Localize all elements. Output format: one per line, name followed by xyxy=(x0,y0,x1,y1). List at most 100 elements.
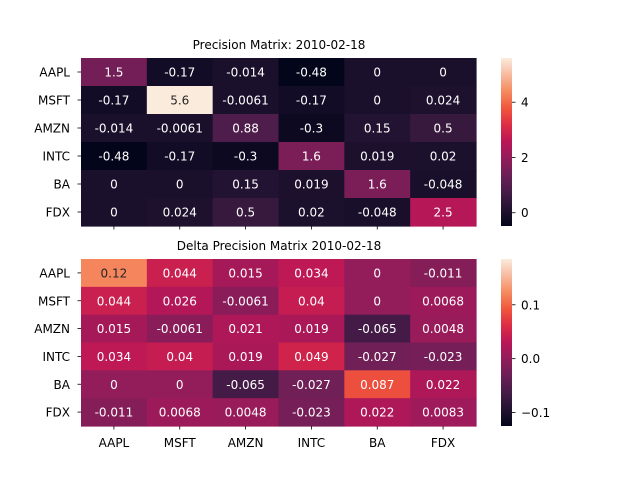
cell-INTC-INTC xyxy=(278,142,345,171)
cell-value-FDX-MSFT: 0.0068 xyxy=(159,406,201,420)
cell-FDX-INTC xyxy=(278,198,345,227)
cell-AAPL-INTC xyxy=(278,259,345,288)
cell-AAPL-AAPL xyxy=(81,259,148,288)
cell-value-AMZN-FDX: 0.5 xyxy=(434,122,453,136)
cell-FDX-FDX xyxy=(410,398,477,427)
cell-MSFT-AAPL xyxy=(81,286,148,316)
top-heatmap-column-labels xyxy=(113,226,444,230)
cell-AMZN-INTC xyxy=(278,314,345,344)
cell-AMZN-INTC xyxy=(278,114,345,143)
column-label-AMZN: AMZN xyxy=(228,436,264,450)
cell-INTC-FDX xyxy=(410,342,477,371)
cell-BA-INTC xyxy=(278,370,345,399)
colorbar-tick-label: 4 xyxy=(521,96,529,110)
cell-value-FDX-INTC: -0.023 xyxy=(292,406,331,420)
cell-AMZN-AMZN xyxy=(212,114,280,143)
cell-value-BA-MSFT: 0 xyxy=(176,178,184,192)
bottom-heatmap-title: Delta Precision Matrix 2010-02-18 xyxy=(177,239,382,253)
cell-BA-AMZN xyxy=(212,370,280,399)
cell-value-BA-AAPL: 0 xyxy=(110,378,118,392)
cell-value-MSFT-AAPL: -0.17 xyxy=(98,94,129,108)
cell-MSFT-BA xyxy=(344,86,411,115)
row-label-BA: BA xyxy=(54,378,71,392)
cell-AAPL-AMZN xyxy=(212,259,280,288)
row-label-INTC: INTC xyxy=(42,350,70,364)
bottom-heatmap-cells: 0.12 0.044 0.015 0.034 0 -0.011 0.044 0.026 -0.0… xyxy=(81,259,477,427)
colorbar-tick-label: 0.1 xyxy=(521,298,540,312)
cell-value-AAPL-AAPL: 0.12 xyxy=(101,266,128,280)
cell-AMZN-AAPL xyxy=(81,314,148,344)
cell-BA-MSFT xyxy=(146,370,214,399)
cell-AMZN-BA xyxy=(344,114,411,143)
cell-BA-AMZN xyxy=(212,170,280,199)
cell-FDX-BA xyxy=(344,398,411,427)
cell-value-AAPL-AMZN: -0.014 xyxy=(226,66,265,80)
cell-AMZN-BA xyxy=(344,314,411,344)
cell-value-FDX-INTC: 0.02 xyxy=(298,206,325,220)
cell-MSFT-FDX xyxy=(410,286,477,316)
cell-INTC-INTC xyxy=(278,342,345,371)
top-colorbar-gradient xyxy=(501,58,512,226)
row-label-AMZN: AMZN xyxy=(34,122,70,136)
cell-FDX-MSFT xyxy=(146,198,214,227)
cell-value-AAPL-MSFT: -0.17 xyxy=(164,66,195,80)
cell-value-FDX-BA: 0.022 xyxy=(360,406,394,420)
cell-value-MSFT-MSFT: 0.026 xyxy=(163,294,197,308)
cell-BA-MSFT xyxy=(146,170,214,199)
cell-value-INTC-MSFT: 0.04 xyxy=(166,350,193,364)
cell-value-MSFT-FDX: 0.0068 xyxy=(422,294,464,308)
cell-FDX-AAPL xyxy=(81,398,148,427)
cell-value-BA-AAPL: 0 xyxy=(110,178,118,192)
cell-value-BA-BA: 0.087 xyxy=(360,378,394,392)
cell-MSFT-INTC xyxy=(278,86,345,115)
cell-value-INTC-MSFT: -0.17 xyxy=(164,150,195,164)
cell-value-AAPL-MSFT: 0.044 xyxy=(163,266,197,280)
cell-MSFT-AAPL xyxy=(81,86,148,115)
cell-value-BA-AMZN: 0.15 xyxy=(232,178,259,192)
cell-BA-BA xyxy=(344,370,411,399)
cell-value-AAPL-BA: 0 xyxy=(373,66,381,80)
cell-AAPL-AMZN xyxy=(212,58,280,87)
cell-value-MSFT-INTC: -0.17 xyxy=(296,94,327,108)
cell-MSFT-BA xyxy=(344,286,411,316)
top-heatmap: Precision Matrix: 2010-02-18 1.5 -0.17 -0.… xyxy=(34,38,529,230)
cell-BA-FDX xyxy=(410,370,477,399)
row-label-BA: BA xyxy=(54,178,71,192)
cell-value-AAPL-INTC: -0.48 xyxy=(296,66,327,80)
cell-AAPL-MSFT xyxy=(146,259,214,288)
cell-AAPL-FDX xyxy=(410,58,477,87)
column-label-INTC: INTC xyxy=(298,436,326,450)
cell-AMZN-MSFT xyxy=(146,314,214,344)
cell-value-INTC-FDX: 0.02 xyxy=(430,150,457,164)
cell-INTC-MSFT xyxy=(146,142,214,171)
column-label-FDX: FDX xyxy=(431,436,455,450)
cell-value-FDX-BA: -0.048 xyxy=(358,206,397,220)
cell-MSFT-AMZN xyxy=(212,86,280,115)
cell-value-FDX-FDX: 0.0083 xyxy=(422,406,464,420)
cell-AMZN-FDX xyxy=(410,314,477,344)
cell-value-AAPL-BA: 0 xyxy=(373,266,381,280)
column-label-BA: BA xyxy=(369,436,386,450)
cell-value-INTC-INTC: 1.6 xyxy=(302,150,321,164)
cell-FDX-FDX xyxy=(410,198,477,227)
cell-value-INTC-FDX: -0.023 xyxy=(424,350,463,364)
cell-value-INTC-BA: -0.027 xyxy=(358,350,397,364)
bottom-heatmap-column-labels: AAPL MSFT AMZN INTC BA FDX xyxy=(99,426,455,450)
cell-BA-AAPL xyxy=(81,170,148,199)
cell-value-AMZN-BA: 0.15 xyxy=(364,122,391,136)
cell-INTC-AAPL xyxy=(81,142,148,171)
cell-value-MSFT-INTC: 0.04 xyxy=(298,294,325,308)
cell-value-MSFT-MSFT: 5.6 xyxy=(170,94,189,108)
cell-value-AMZN-AAPL: -0.014 xyxy=(95,122,134,136)
cell-value-FDX-AMZN: 0.5 xyxy=(236,206,255,220)
column-label-MSFT: MSFT xyxy=(164,436,197,450)
cell-value-INTC-BA: 0.019 xyxy=(360,150,394,164)
cell-value-BA-FDX: 0.022 xyxy=(426,378,460,392)
cell-value-AAPL-INTC: 0.034 xyxy=(294,266,328,280)
top-colorbar-ticks: 0 2 4 xyxy=(512,96,529,220)
cell-value-AAPL-FDX: 0 xyxy=(439,66,447,80)
cell-MSFT-INTC xyxy=(278,286,345,316)
cell-value-AMZN-AMZN: 0.88 xyxy=(232,122,259,136)
cell-INTC-FDX xyxy=(410,142,477,171)
top-heatmap-cells: 1.5 -0.17 -0.014 -0.48 0 0 -0.17 5.6 -0.0061 -0.1… xyxy=(81,58,477,227)
